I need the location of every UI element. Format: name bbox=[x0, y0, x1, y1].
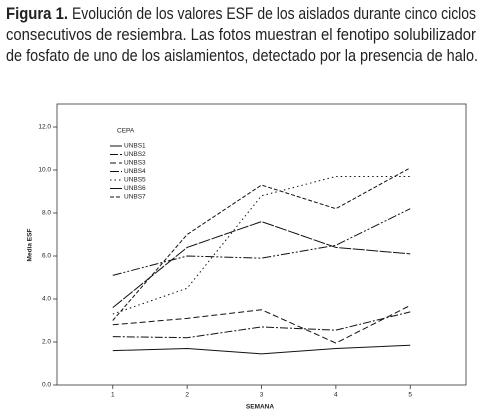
y-tick-label: 6.0 bbox=[42, 253, 51, 260]
y-axis-label: Media ESF bbox=[27, 229, 34, 262]
legend-label: UNBS4 bbox=[124, 168, 146, 175]
legend-label: UNBS2 bbox=[124, 151, 146, 158]
y-tick-label: 10.0 bbox=[38, 167, 51, 174]
y-tick-label: 12.0 bbox=[38, 124, 51, 131]
series-line bbox=[112, 175, 411, 315]
figure-label: Figura 1. bbox=[6, 4, 68, 23]
x-tick-label: 2 bbox=[185, 392, 189, 399]
legend-label: UNBS7 bbox=[124, 194, 146, 201]
y-tick-label: 0.0 bbox=[42, 382, 51, 389]
x-tick-label: 4 bbox=[334, 392, 338, 399]
legend-title: CEPA bbox=[117, 128, 135, 135]
caption-line: Evolución de los valores ESF de los aisl… bbox=[72, 4, 476, 23]
series-line bbox=[112, 311, 411, 339]
legend-label: UNBS6 bbox=[124, 185, 146, 192]
legend-label: UNBS3 bbox=[124, 160, 146, 167]
series-line bbox=[112, 167, 411, 321]
x-tick-label: 1 bbox=[111, 392, 115, 399]
caption-line: de fosfato de uno de los aislamientos, d… bbox=[6, 46, 478, 65]
caption-line: consecutivos de resiembra. Las fotos mue… bbox=[6, 25, 476, 44]
y-tick-label: 2.0 bbox=[42, 339, 51, 346]
series-line bbox=[112, 221, 411, 308]
series-line bbox=[112, 208, 411, 276]
legend-label: UNBS1 bbox=[124, 143, 146, 150]
legend-label: UNBS5 bbox=[124, 177, 146, 184]
series-line bbox=[112, 305, 411, 344]
x-axis-label: SEMANA bbox=[246, 404, 274, 411]
y-tick-label: 8.0 bbox=[42, 210, 51, 217]
series-line bbox=[112, 344, 411, 355]
y-tick-label: 4.0 bbox=[42, 296, 51, 303]
x-tick-label: 3 bbox=[260, 392, 264, 399]
x-tick-label: 5 bbox=[408, 392, 412, 399]
